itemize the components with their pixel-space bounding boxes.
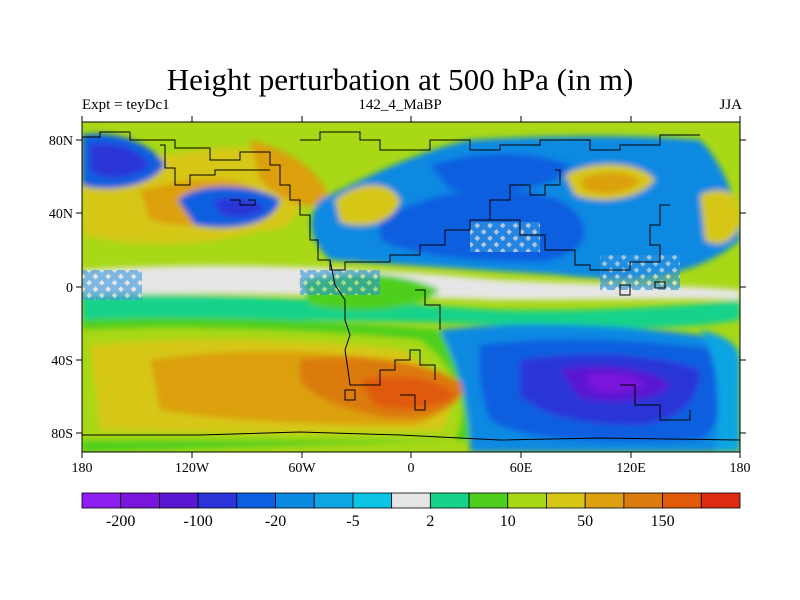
- colorbar-label: -100: [183, 513, 212, 530]
- colorbar-swatch: [120, 492, 160, 509]
- colorbar-swatch: [700, 492, 741, 509]
- lon-label: 120W: [175, 461, 210, 476]
- colorbar-swatch: [507, 492, 547, 509]
- lat-label: 80S: [51, 427, 73, 442]
- filled-contours: [82, 122, 740, 452]
- season-label: JJA: [719, 97, 742, 113]
- colorbar-swatch: [159, 492, 199, 509]
- colorbar-label: -20: [265, 513, 286, 530]
- lat-label: 0: [66, 281, 73, 296]
- plot-title: Height perturbation at 500 hPa (in m): [166, 62, 634, 97]
- colorbar-swatch: [81, 492, 122, 509]
- colorbar-swatch: [352, 492, 393, 509]
- colorbar-swatch: [391, 492, 431, 509]
- lon-label: 60E: [510, 461, 533, 476]
- lat-label: 80N: [49, 134, 73, 149]
- colorbar-swatch: [546, 492, 586, 509]
- colorbar-label: -5: [346, 513, 359, 530]
- lon-label: 60W: [288, 461, 316, 476]
- coastline-outlines: [82, 131, 740, 441]
- longitude-axis: 180 120W 60W 0 60E 120E 180: [72, 116, 751, 476]
- colorbar-swatch: [313, 492, 354, 509]
- experiment-label: Expt = teyDc1: [82, 97, 170, 113]
- lat-label: 40S: [51, 354, 73, 369]
- colorbar-swatch: [662, 492, 702, 509]
- lat-label: 40N: [49, 207, 73, 222]
- colorbar-swatch: [236, 492, 276, 509]
- colorbar-swatch: [429, 492, 470, 509]
- lon-label: 120E: [616, 461, 646, 476]
- colorbar: [81, 492, 741, 509]
- lon-label: 180: [730, 461, 751, 476]
- colorbar-swatch: [275, 492, 315, 509]
- colorbar-label: -200: [106, 513, 135, 530]
- colorbar-swatch: [584, 492, 625, 509]
- colorbar-label: 10: [500, 513, 516, 530]
- colorbar-swatch: [197, 492, 238, 509]
- colorbar-label: 2: [426, 513, 434, 530]
- latitude-axis: 80N 40N 0 40S 80S: [49, 134, 746, 442]
- colorbar-swatch: [623, 492, 663, 509]
- colorbar-labels: -200 -100 -20 -5 2 10 50 150: [106, 513, 675, 530]
- lon-label: 0: [408, 461, 415, 476]
- lon-label: 180: [72, 461, 93, 476]
- colorbar-label: 150: [651, 513, 675, 530]
- run-label: 142_4_MaBP: [358, 97, 442, 113]
- colorbar-label: 50: [577, 513, 593, 530]
- colorbar-swatch: [468, 492, 509, 509]
